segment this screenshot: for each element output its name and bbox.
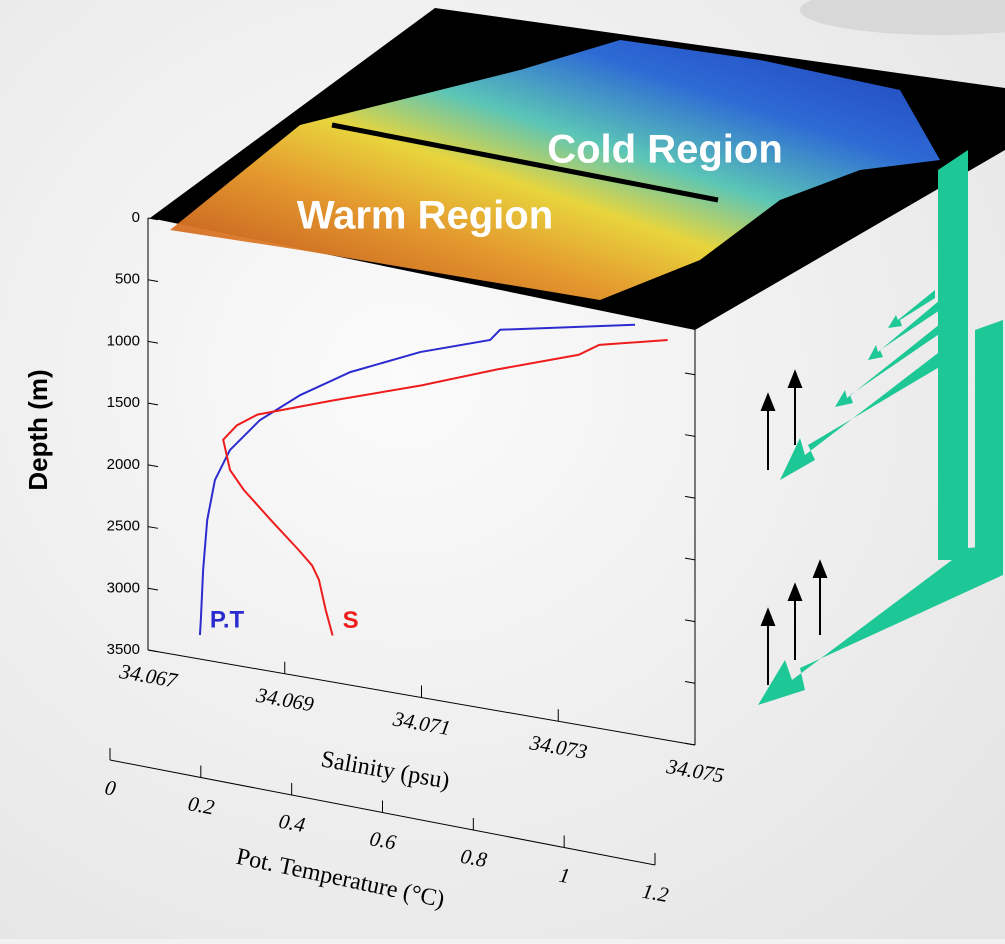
series-label: P.T [210, 606, 245, 633]
x2-tick-label: 0.4 [277, 809, 308, 837]
x2-tick-label: 1.2 [640, 879, 671, 907]
y-tick-label: 2000 [107, 456, 140, 473]
y-tick-label: 500 [115, 271, 140, 288]
series-label: S [343, 607, 359, 634]
x2-tick-label: 0.8 [459, 844, 490, 872]
y-tick-label: 2500 [107, 518, 140, 535]
x2-tick-label: 0.6 [368, 826, 399, 854]
y-tick-label: 1000 [107, 332, 140, 349]
figure: Depth (m) Salinity (psu) Pot. Temperatur… [0, 0, 1005, 939]
annotation: Cold Region [547, 128, 783, 172]
annotation: Warm Region [297, 194, 553, 238]
y-axis-label: Depth (m) [23, 369, 53, 490]
y-tick-label: 0 [132, 209, 140, 226]
y-tick-label: 3500 [107, 641, 140, 658]
x2-tick-label: 0.2 [186, 791, 217, 819]
y-tick-label: 1500 [107, 394, 140, 411]
y-tick-label: 3000 [107, 579, 140, 596]
